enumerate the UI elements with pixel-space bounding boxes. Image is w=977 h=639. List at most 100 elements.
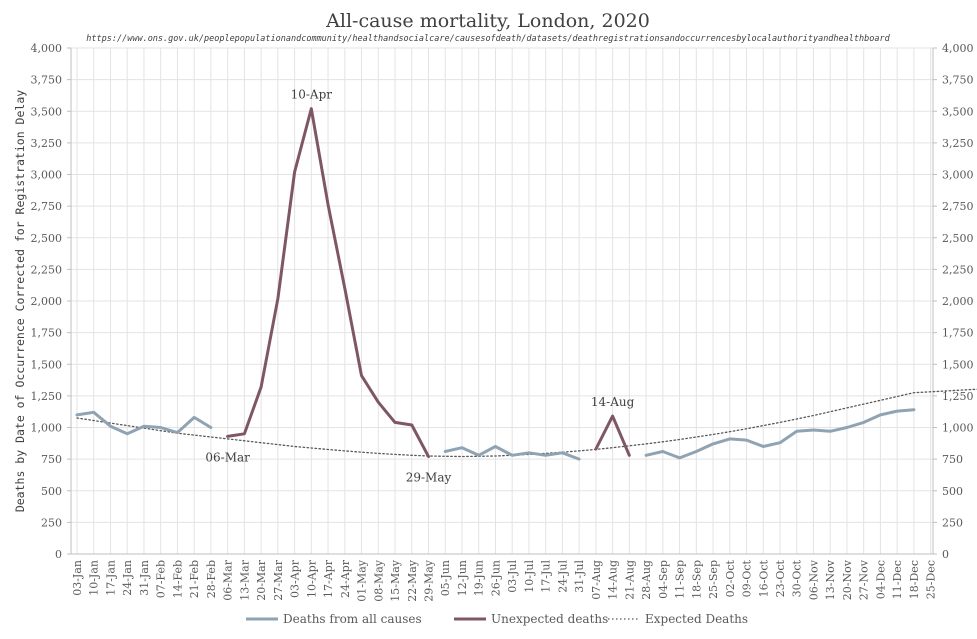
x-tick-label: 01-May [356,559,369,602]
y-tick-label-right: 500 [942,485,963,498]
x-tick-label: 19-Jun [473,560,486,596]
y-tick-label-left: 4,000 [31,42,63,55]
x-tick-label: 10-Jul [523,560,536,593]
chart-subtitle: https://www.ons.gov.uk/peoplepopulationa… [86,34,890,44]
y-tick-label-left: 2,250 [31,263,63,276]
x-tick-label: 06-Nov [807,559,820,600]
x-tick-label: 10-Jan [88,560,101,596]
legend-label: Deaths from all causes [283,612,422,626]
axes-layer: 0 0 250 250 500 500 750 750 1,000 1,000 1,250 1,250… [31,42,974,602]
x-tick-label: 11-Dec [891,560,904,599]
y-tick-label-right: 2,000 [942,295,974,308]
y-tick-label-right: 2,500 [942,232,974,245]
y-tick-label-right: 4,000 [942,42,974,55]
y-tick-label-left: 2,750 [31,200,63,213]
x-tick-label: 20-Mar [255,559,268,601]
y-tick-label-left: 3,000 [31,169,63,182]
x-tick-label: 31-Jul [573,560,586,593]
x-tick-label: 22-May [406,559,419,602]
series-line-deaths-from-all-causes [75,408,916,461]
y-tick-label-right: 3,000 [942,169,974,182]
y-tick-label-right: 1,250 [942,390,974,403]
y-tick-label-left: 3,250 [31,137,63,150]
y-tick-label-left: 0 [55,548,62,561]
x-tick-label: 30-Oct [791,559,804,597]
legend-label: Unexpected deaths [491,612,608,626]
annotation-label: 06-Mar [205,450,250,464]
y-tick-label-left: 750 [41,453,62,466]
x-tick-label: 20-Nov [841,559,854,600]
x-tick-label: 03-Jan [71,560,84,596]
x-tick-label: 18-Sep [690,560,703,599]
x-tick-label: 27-Mar [272,559,285,601]
y-tick-label-right: 3,750 [942,74,974,87]
y-tick-label-right: 3,500 [942,105,974,118]
y-tick-label-right: 1,000 [942,422,974,435]
x-tick-label: 05-Jun [439,560,452,596]
y-tick-label-left: 2,500 [31,232,63,245]
x-tick-label: 15-May [389,559,402,602]
x-tick-label: 28-Aug [640,560,653,600]
x-tick-label: 16-Oct [757,559,770,597]
series-line-expected-deaths [76,388,977,458]
x-tick-label: 17-Jul [540,560,553,593]
x-tick-label: 11-Sep [674,560,687,599]
x-tick-label: 17-Jan [104,560,117,596]
y-tick-label-left: 1,250 [31,390,63,403]
x-tick-label: 03-Apr [289,559,302,598]
annotation-label: 10-Apr [291,88,333,102]
y-tick-label-left: 500 [41,485,62,498]
x-tick-label: 09-Oct [741,559,754,597]
x-tick-label: 12-Jun [456,560,469,596]
x-tick-label: 10-Apr [305,559,318,598]
x-tick-label: 27-Nov [858,559,871,600]
y-tick-label-right: 1,500 [942,358,974,371]
x-tick-label: 04-Sep [657,560,670,599]
x-tick-label: 18-Dec [908,560,921,599]
x-tick-label: 31-Jan [138,560,151,596]
x-tick-label: 02-Oct [724,559,737,597]
x-tick-label: 24-Jan [121,560,134,596]
y-tick-label-left: 250 [41,516,62,529]
x-tick-label: 25-Dec [925,560,938,599]
annotation-layer: 10-Apr 06-Mar 29-May 14-Aug [205,88,634,485]
series-layer [75,107,977,461]
x-tick-label: 13-Nov [824,559,837,600]
x-tick-label: 24-Apr [339,559,352,598]
x-tick-label: 14-Aug [607,560,620,600]
x-tick-label: 07-Aug [590,560,603,600]
y-tick-label-left: 1,500 [31,358,63,371]
x-tick-label: 26-Jun [489,560,502,596]
y-tick-label-left: 3,750 [31,74,63,87]
x-tick-label: 29-May [422,559,435,602]
series-line-unexpected-deaths [226,107,631,459]
y-tick-label-left: 3,500 [31,105,63,118]
y-tick-label-right: 1,750 [942,327,974,340]
x-tick-label: 21-Feb [188,560,201,598]
x-tick-label: 25-Sep [707,560,720,599]
grid-layer [71,47,933,555]
y-axis-label: Deaths by Date of Occurrence Corrected f… [13,90,27,512]
x-tick-label: 07-Feb [155,560,168,598]
y-tick-label-right: 0 [942,548,949,561]
x-tick-label: 17-Apr [322,559,335,598]
x-tick-label: 24-Jul [556,560,569,593]
y-tick-label-right: 3,250 [942,137,974,150]
annotation-label: 14-Aug [591,395,635,409]
x-tick-label: 08-May [372,559,385,602]
x-tick-label: 28-Feb [205,560,218,598]
chart-title: All-cause mortality, London, 2020 [325,10,650,32]
x-tick-label: 23-Oct [774,559,787,597]
y-tick-label-right: 2,250 [942,263,974,276]
annotation-label: 29-May [406,471,452,485]
legend: Deaths from all causes Unexpected deaths E… [246,612,748,626]
x-tick-label: 13-Mar [238,559,251,601]
x-tick-label: 21-Aug [623,560,636,600]
legend-label: Expected Deaths [645,612,748,626]
x-tick-label: 03-Jul [506,560,519,593]
y-tick-label-right: 250 [942,516,963,529]
y-tick-label-left: 1,000 [31,422,63,435]
y-tick-label-left: 1,750 [31,327,63,340]
y-tick-label-right: 750 [942,453,963,466]
